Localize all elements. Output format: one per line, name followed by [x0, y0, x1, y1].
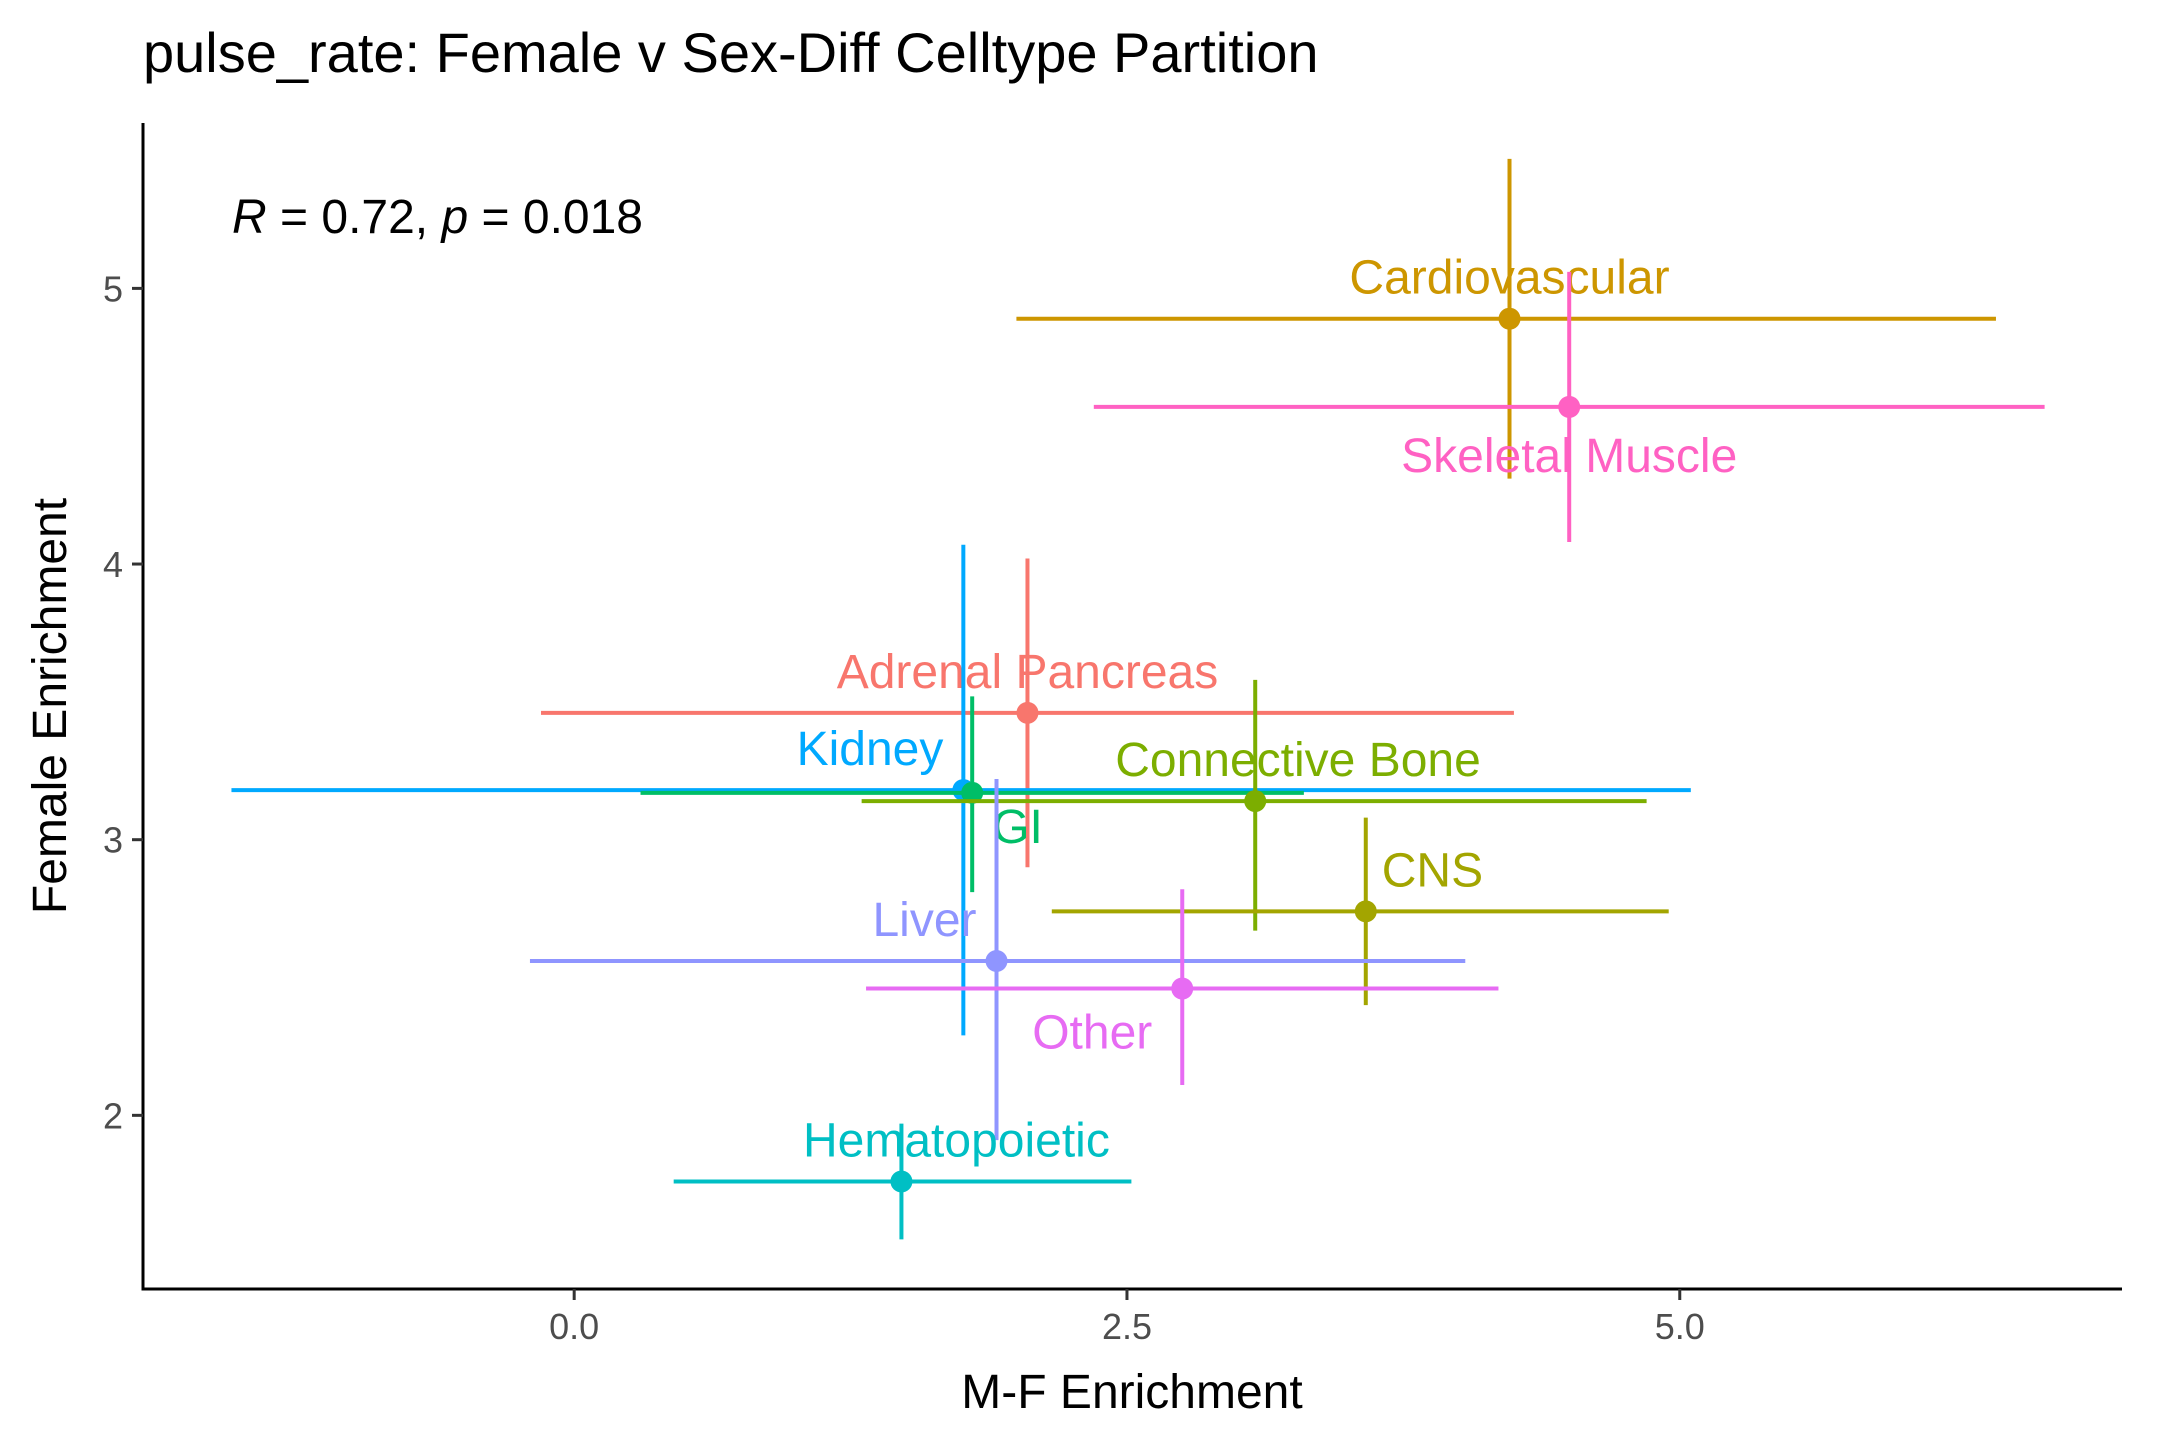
data-point [961, 781, 984, 804]
point-label: Connective Bone [1115, 734, 1481, 787]
x-axis-ticks: 0.0 2.5 5.0 [549, 1289, 1705, 1347]
point-label: CNS [1382, 844, 1483, 897]
y-tick-label: 5 [103, 268, 123, 309]
p-symbol: p [439, 191, 468, 244]
y-axis-ticks: 2 3 4 5 [103, 268, 143, 1136]
series-cardiovascular: Cardiovascular [1016, 158, 1996, 479]
correlation-annotation: R = 0.72, p = 0.018 [232, 191, 643, 244]
data-point [1244, 790, 1267, 813]
p-value: = 0.018 [468, 191, 643, 244]
x-tick-label: 0.0 [549, 1306, 599, 1347]
data-point [985, 949, 1008, 972]
data-point [1498, 307, 1521, 330]
y-axis-title: Female Enrichment [24, 498, 77, 914]
y-tick-label: 3 [103, 820, 123, 861]
x-tick-label: 2.5 [1102, 1306, 1152, 1347]
point-label: Other [1032, 1007, 1152, 1060]
data-point [890, 1170, 913, 1193]
series-other: Other [866, 889, 1499, 1086]
r-symbol: R [232, 191, 267, 244]
point-label: Kidney [797, 723, 944, 776]
series-connective-bone: Connective Bone [861, 679, 1647, 931]
point-label: GI [992, 801, 1043, 854]
y-tick-label: 2 [103, 1095, 123, 1136]
series-skeletal-muscle: Skeletal Muscle [1093, 271, 2045, 542]
point-label: Hematopoietic [803, 1114, 1110, 1167]
plot-area: Cardiovascular Skeletal Muscle Adrenal Pan… [231, 158, 2045, 1240]
y-tick-label: 4 [103, 544, 123, 585]
point-label: Adrenal Pancreas [837, 646, 1219, 699]
series-hematopoietic: Hematopoietic [673, 1114, 1132, 1240]
data-point [1016, 701, 1039, 724]
series-adrenal-pancreas: Adrenal Pancreas [541, 558, 1514, 868]
x-tick-label: 5.0 [1655, 1306, 1705, 1347]
data-point [1171, 977, 1194, 1000]
point-label: Skeletal Muscle [1401, 430, 1737, 483]
data-point [1354, 900, 1377, 923]
r-value: = 0.72, [267, 191, 442, 244]
chart-title: pulse_rate: Female v Sex-Diff Celltype P… [143, 21, 1318, 84]
x-axis-title: M-F Enrichment [961, 1366, 1302, 1419]
point-label: Cardiovascular [1349, 252, 1669, 305]
point-label: Liver [872, 894, 976, 947]
series-cns: CNS [1051, 817, 1669, 1006]
data-point [1558, 395, 1581, 418]
series-liver: Liver [529, 779, 1466, 1141]
series-gi: GI [640, 696, 1304, 893]
